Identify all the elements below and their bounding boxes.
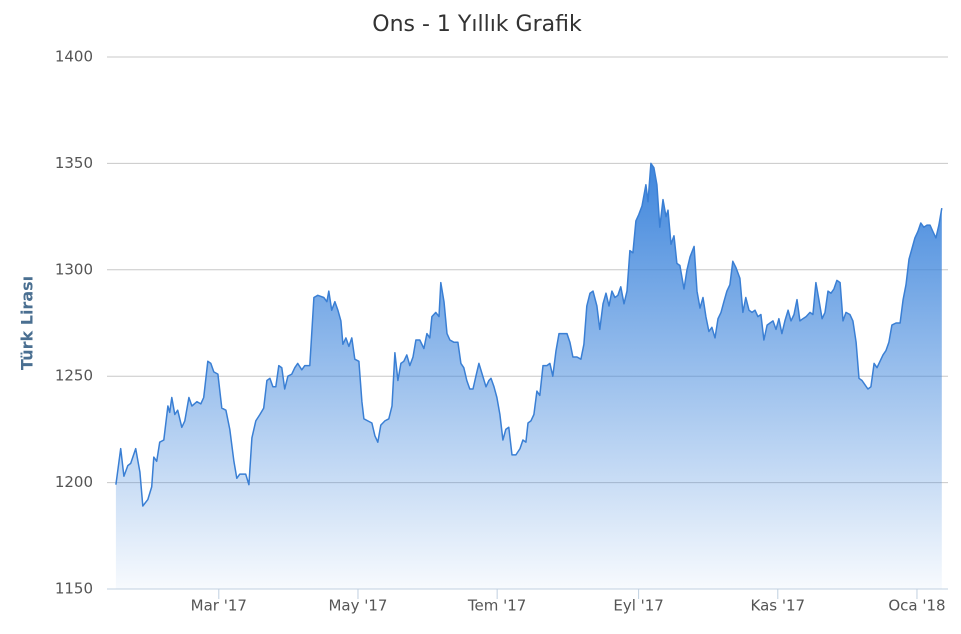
x-tick-label: Eyl '17	[613, 597, 664, 615]
y-tick-label: 1400	[55, 48, 93, 66]
x-tick-label: Tem '17	[467, 597, 526, 615]
x-tick-label: Oca '18	[888, 597, 945, 615]
y-tick-label: 1150	[55, 580, 93, 598]
x-tick-label: Mar '17	[191, 597, 247, 615]
x-tick-label: Kas '17	[751, 597, 806, 615]
y-tick-label: 1250	[55, 367, 93, 385]
y-tick-label: 1350	[55, 154, 93, 172]
x-tick-label: May '17	[328, 597, 387, 615]
price-line	[115, 162, 943, 507]
y-tick-label: 1300	[55, 260, 93, 278]
y-axis-title: Türk Lirası	[18, 276, 37, 370]
area-fill	[115, 163, 942, 589]
chart-title: Ons - 1 Yıllık Grafik	[372, 12, 582, 37]
y-tick-label: 1200	[55, 473, 93, 491]
